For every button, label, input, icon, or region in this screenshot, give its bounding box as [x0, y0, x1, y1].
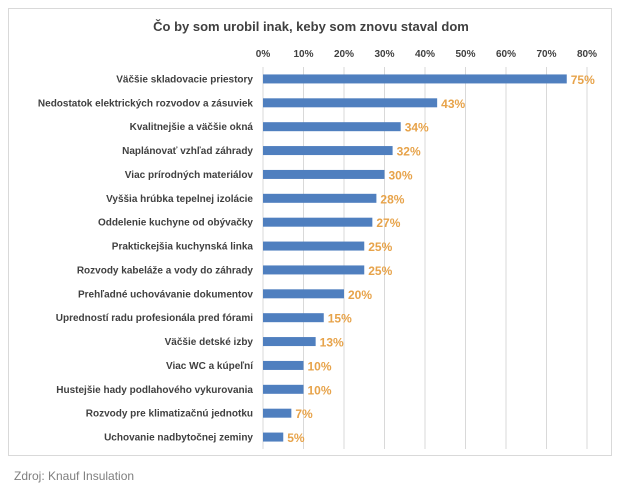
data-labels: 75% 43% 34% 32% 30% 28% 27% 25% 25% 20% 15% 13% 10% 1…: [287, 73, 595, 445]
bar: [263, 122, 401, 132]
x-tick-label: 50%: [455, 49, 475, 60]
chart-frame: Čo by som urobil inak, keby som znovu st…: [8, 8, 612, 456]
bars: [263, 74, 567, 442]
bar: [263, 360, 304, 370]
data-label: 34%: [405, 121, 429, 135]
x-tick-label: 0%: [256, 49, 271, 60]
bar: [263, 74, 567, 84]
category-label: Kvalitnejšie a väčšie okná: [130, 122, 254, 133]
bar: [263, 384, 304, 394]
x-tick-label: 30%: [374, 49, 394, 60]
data-label: 30%: [389, 168, 413, 182]
category-label: Uchovanie nadbytočnej zeminy: [104, 433, 253, 444]
bar: [263, 98, 438, 108]
x-tick-label: 40%: [415, 49, 435, 60]
category-label: Väčšie detské izby: [165, 337, 254, 348]
data-label: 10%: [308, 359, 332, 373]
bar: [263, 432, 284, 442]
data-label: 13%: [320, 336, 344, 350]
bar: [263, 337, 316, 347]
category-label: Viac prírodných materiálov: [125, 170, 254, 181]
x-axis-ticks: 0% 10% 20% 30% 40% 50% 60% 70% 80%: [256, 49, 597, 60]
x-tick-label: 70%: [536, 49, 556, 60]
bar: [263, 289, 344, 299]
data-label: 25%: [368, 264, 392, 278]
category-label: Hustejšie hady podlahového vykurovania: [56, 385, 253, 396]
category-label: Väčšie skladovacie priestory: [116, 74, 253, 85]
data-label: 25%: [368, 240, 392, 254]
category-label: Vyššia hrúbka tepelnej izolácie: [106, 194, 253, 205]
bar: [263, 265, 365, 275]
category-label: Upredností radu profesionála pred fórami: [56, 313, 253, 324]
data-label: 43%: [441, 97, 465, 111]
bar-chart: Čo by som urobil inak, keby som znovu st…: [38, 19, 597, 449]
x-tick-label: 60%: [496, 49, 516, 60]
data-label: 28%: [380, 192, 404, 206]
bar: [263, 408, 292, 418]
category-label: Rozvody pre klimatizačnú jednotku: [86, 409, 253, 420]
data-label: 32%: [397, 145, 421, 159]
category-label: Praktickejšia kuchynská linka: [112, 242, 254, 253]
category-label: Rozvody kabeláže a vody do záhrady: [77, 265, 254, 276]
category-label: Oddelenie kuchyne od obývačky: [98, 218, 253, 229]
data-label: 20%: [348, 288, 372, 302]
x-tick-label: 80%: [577, 49, 597, 60]
bar: [263, 217, 373, 227]
data-label: 15%: [328, 312, 352, 326]
bar: [263, 241, 365, 251]
category-label: Nedostatok elektrických rozvodov a zásuv…: [38, 98, 254, 109]
data-label: 75%: [571, 73, 595, 87]
bar: [263, 169, 385, 179]
category-label: Viac WC a kúpeľní: [166, 361, 254, 372]
category-label: Prehľadné uchovávanie dokumentov: [78, 289, 253, 300]
data-label: 27%: [376, 216, 400, 230]
source-note: Zdroj: Knauf Insulation: [14, 469, 135, 483]
data-label: 7%: [295, 407, 313, 421]
bar: [263, 146, 393, 156]
category-labels: Väčšie skladovacie priestory Nedostatok e…: [38, 74, 254, 443]
data-label: 10%: [308, 383, 332, 397]
chart-title: Čo by som urobil inak, keby som znovu st…: [153, 19, 469, 34]
bar: [263, 193, 377, 203]
bar: [263, 313, 324, 323]
x-tick-label: 10%: [293, 49, 313, 60]
data-label: 5%: [287, 431, 305, 445]
category-label: Naplánovať vzhľad záhrady: [122, 146, 253, 157]
x-tick-label: 20%: [334, 49, 354, 60]
